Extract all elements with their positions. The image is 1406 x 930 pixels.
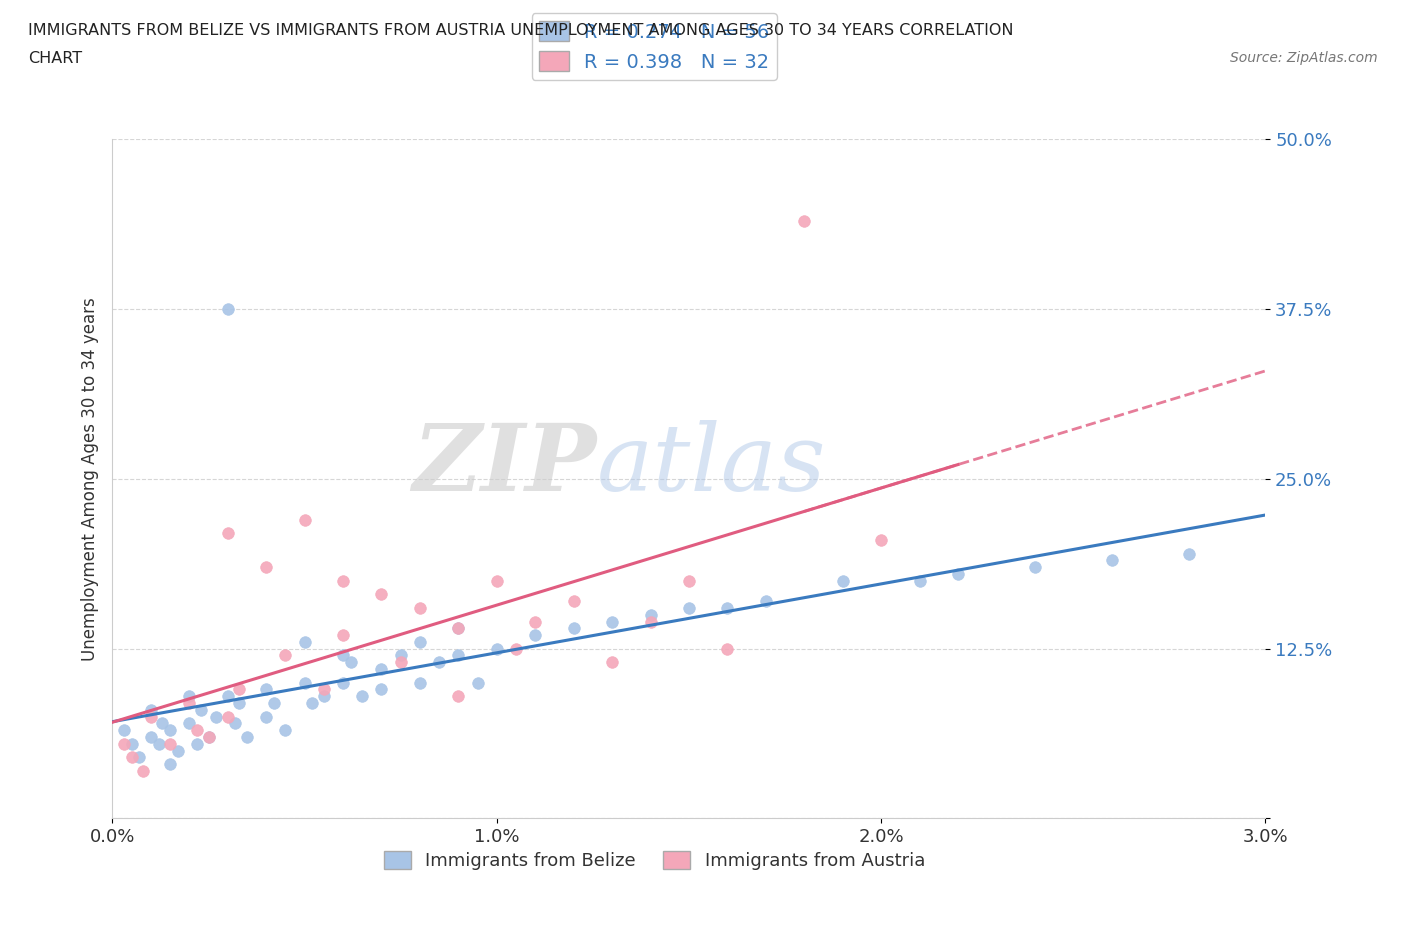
Point	[447, 648, 470, 663]
Point	[370, 661, 392, 676]
Point	[908, 573, 931, 589]
Point	[524, 614, 547, 629]
Point	[716, 601, 738, 616]
Point	[228, 696, 250, 711]
Point	[148, 737, 170, 751]
Point	[409, 675, 432, 690]
Point	[179, 689, 201, 704]
Point	[139, 710, 162, 724]
Point	[370, 587, 392, 602]
Point	[217, 689, 239, 704]
Point	[228, 682, 250, 697]
Point	[600, 655, 623, 670]
Text: CHART: CHART	[28, 51, 82, 66]
Text: atlas: atlas	[596, 420, 827, 511]
Point	[524, 628, 547, 643]
Point	[339, 655, 361, 670]
Point	[447, 621, 470, 636]
Point	[447, 689, 470, 704]
Point	[467, 675, 489, 690]
Point	[301, 696, 323, 711]
Point	[254, 682, 277, 697]
Legend: Immigrants from Belize, Immigrants from Austria: Immigrants from Belize, Immigrants from …	[377, 844, 932, 877]
Point	[179, 696, 201, 711]
Point	[254, 710, 277, 724]
Point	[190, 702, 212, 717]
Point	[236, 729, 259, 744]
Point	[389, 655, 412, 670]
Point	[793, 214, 815, 229]
Point	[121, 750, 143, 764]
Point	[640, 614, 662, 629]
Point	[505, 642, 527, 657]
Point	[678, 573, 700, 589]
Point	[427, 655, 450, 670]
Point	[562, 593, 585, 608]
Point	[205, 710, 228, 724]
Point	[112, 723, 135, 737]
Point	[179, 716, 201, 731]
Point	[159, 737, 181, 751]
Point	[678, 601, 700, 616]
Point	[409, 601, 432, 616]
Point	[274, 648, 297, 663]
Point	[128, 750, 150, 764]
Point	[485, 642, 508, 657]
Point	[217, 301, 239, 316]
Point	[946, 566, 969, 581]
Point	[294, 675, 316, 690]
Point	[132, 764, 155, 778]
Point	[197, 729, 219, 744]
Point	[1177, 546, 1199, 561]
Text: IMMIGRANTS FROM BELIZE VS IMMIGRANTS FROM AUSTRIA UNEMPLOYMENT AMONG AGES 30 TO : IMMIGRANTS FROM BELIZE VS IMMIGRANTS FRO…	[28, 23, 1014, 38]
Y-axis label: Unemployment Among Ages 30 to 34 years: Unemployment Among Ages 30 to 34 years	[80, 297, 98, 661]
Point	[600, 614, 623, 629]
Point	[217, 710, 239, 724]
Point	[352, 689, 374, 704]
Point	[186, 723, 208, 737]
Point	[332, 648, 354, 663]
Point	[389, 648, 412, 663]
Point	[139, 729, 162, 744]
Point	[1101, 553, 1123, 568]
Point	[1024, 560, 1046, 575]
Point	[312, 689, 335, 704]
Text: ZIP: ZIP	[412, 420, 596, 511]
Point	[217, 525, 239, 540]
Text: Source: ZipAtlas.com: Source: ZipAtlas.com	[1230, 51, 1378, 65]
Point	[332, 573, 354, 589]
Point	[640, 607, 662, 622]
Point	[370, 682, 392, 697]
Point	[294, 512, 316, 527]
Point	[831, 573, 853, 589]
Point	[197, 729, 219, 744]
Point	[485, 573, 508, 589]
Point	[332, 628, 354, 643]
Point	[409, 634, 432, 649]
Point	[166, 743, 188, 758]
Point	[274, 723, 297, 737]
Point	[755, 593, 778, 608]
Point	[562, 621, 585, 636]
Point	[870, 533, 893, 548]
Point	[224, 716, 246, 731]
Point	[294, 634, 316, 649]
Point	[716, 642, 738, 657]
Point	[312, 682, 335, 697]
Point	[447, 621, 470, 636]
Point	[254, 560, 277, 575]
Point	[112, 737, 135, 751]
Point	[139, 702, 162, 717]
Point	[121, 737, 143, 751]
Point	[159, 723, 181, 737]
Point	[332, 675, 354, 690]
Point	[159, 757, 181, 772]
Point	[152, 716, 174, 731]
Point	[186, 737, 208, 751]
Point	[263, 696, 285, 711]
